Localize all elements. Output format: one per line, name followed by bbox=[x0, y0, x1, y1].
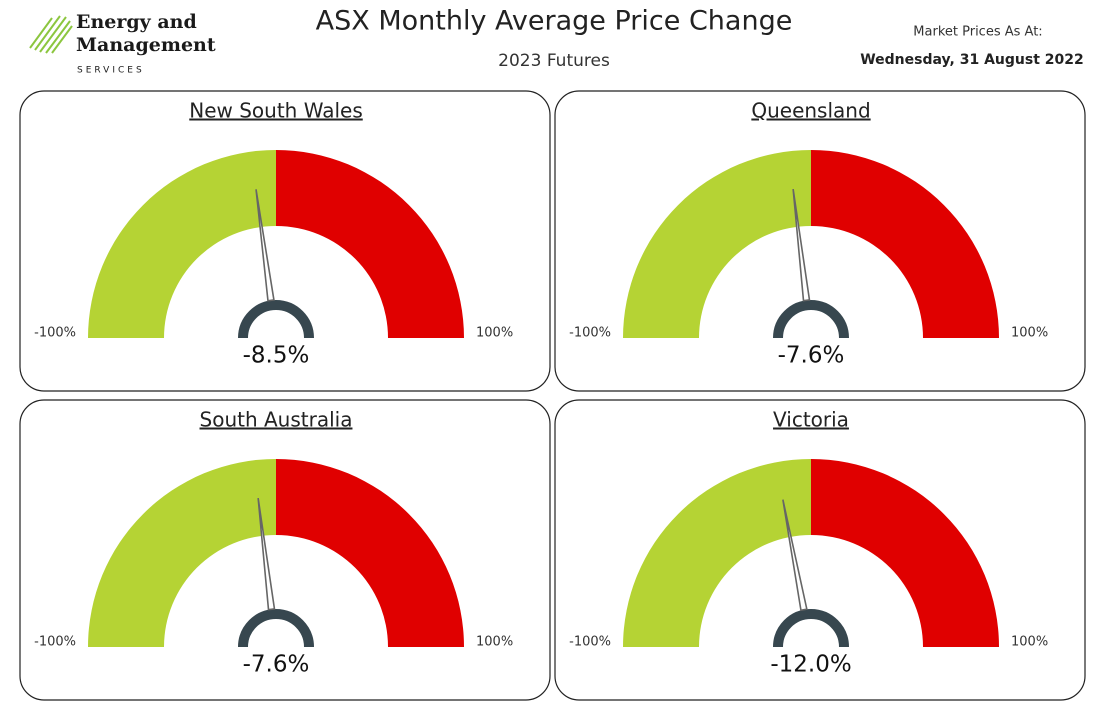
gauge-chart: New South Wales -100% 100% -8.5% bbox=[19, 90, 551, 392]
date: Wednesday, 31 August 2022 bbox=[860, 52, 1084, 68]
gauge-limit-label: -100% bbox=[569, 635, 611, 650]
gauge-band bbox=[276, 459, 464, 647]
page-subtitle: 2023 Futures bbox=[498, 51, 610, 71]
gauge-limit-label: 100% bbox=[1011, 326, 1048, 341]
page-title: ASX Monthly Average Price Change bbox=[316, 6, 793, 37]
gauge-band bbox=[811, 459, 999, 647]
gauge-band bbox=[623, 150, 811, 338]
gauge-limit-label: 100% bbox=[476, 635, 513, 650]
gauge-title: South Australia bbox=[200, 408, 353, 432]
gauge-hub bbox=[773, 300, 849, 339]
gauge-band bbox=[811, 150, 999, 338]
logo-text: Management bbox=[76, 34, 216, 56]
gauge-limit-label: 100% bbox=[1011, 635, 1048, 650]
gauge-limit-label: -100% bbox=[34, 326, 76, 341]
gauge-needle bbox=[257, 497, 276, 611]
gauge-title: New South Wales bbox=[189, 99, 363, 123]
gauge-needle bbox=[255, 189, 275, 302]
gauge-band bbox=[623, 459, 811, 647]
gauge-chart: Queensland -100% 100% -7.6% bbox=[554, 90, 1086, 392]
gauge-hub bbox=[238, 609, 314, 648]
gauge-band bbox=[88, 459, 276, 647]
gauge-title: Victoria bbox=[773, 408, 849, 432]
gauge-chart: Victoria -100% 100% -12.0% bbox=[554, 399, 1086, 701]
gauge-value-label: -7.6% bbox=[778, 343, 845, 369]
gauge-limit-label: -100% bbox=[34, 635, 76, 650]
gauge-band bbox=[276, 150, 464, 338]
gauge-needle bbox=[792, 188, 811, 302]
logo-text: Energy and bbox=[76, 11, 197, 33]
gauge-limit-label: -100% bbox=[569, 326, 611, 341]
gauge-value-label: -12.0% bbox=[770, 652, 851, 678]
gauge-needle bbox=[782, 499, 808, 612]
gauge-value-label: -7.6% bbox=[243, 652, 310, 678]
gauge-chart: South Australia -100% 100% -7.6% bbox=[19, 399, 551, 701]
gauge-hub bbox=[773, 609, 849, 648]
gauge-band bbox=[88, 150, 276, 338]
gauge-value-label: -8.5% bbox=[243, 343, 310, 369]
gauge-limit-label: 100% bbox=[476, 326, 513, 341]
logo-mark bbox=[29, 15, 73, 54]
gauge-title: Queensland bbox=[751, 99, 870, 123]
gauge-hub bbox=[238, 300, 314, 339]
logo-subtext: SERVICES bbox=[77, 66, 145, 76]
date-label: Market Prices As At: bbox=[913, 25, 1042, 40]
